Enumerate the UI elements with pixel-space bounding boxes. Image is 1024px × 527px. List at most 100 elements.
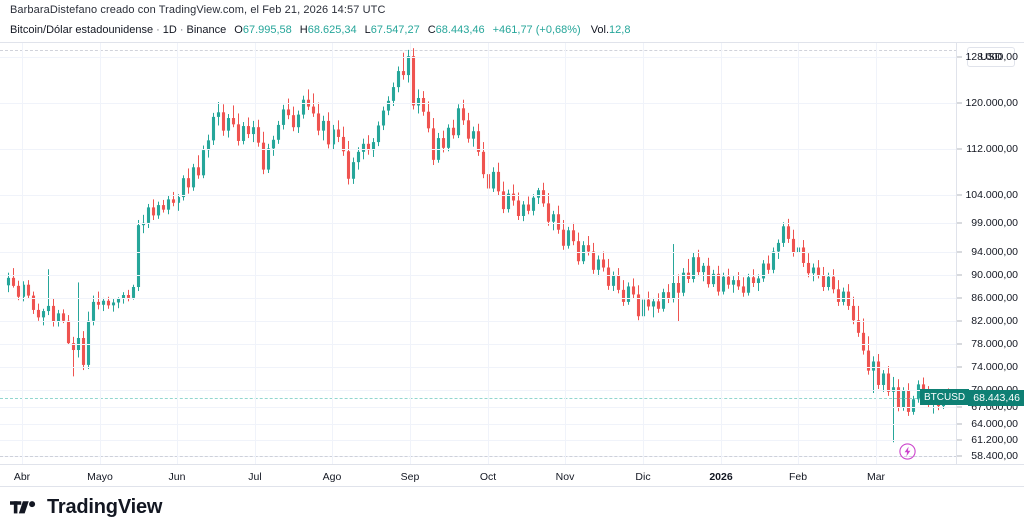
candle-body	[371, 142, 376, 151]
candle-body	[866, 350, 871, 371]
time-tick-label: Oct	[479, 471, 497, 483]
price-tick-mark	[957, 251, 962, 253]
gridline-horizontal	[0, 148, 956, 150]
price-tick-label: 128.000,00	[965, 51, 1018, 64]
candle-body	[786, 226, 791, 239]
candle-body	[456, 108, 461, 136]
chart-legend: Bitcoin/Dólar estadounidense · 1D · Bina…	[0, 20, 630, 40]
gridline-horizontal	[0, 320, 956, 322]
candle-body	[166, 199, 171, 210]
candle-body	[731, 280, 736, 285]
candle-body	[631, 286, 636, 295]
price-tick-mark	[957, 439, 962, 441]
candle-body	[676, 283, 681, 293]
candle-body	[611, 275, 616, 286]
lightning-bolt-icon[interactable]	[899, 443, 916, 460]
candle-body	[246, 126, 251, 135]
candle-body	[601, 259, 606, 268]
currency-badge: USD	[967, 47, 1016, 67]
candle-body	[491, 171, 496, 189]
candle-body	[791, 238, 796, 253]
price-tick-label: 78.000,00	[971, 337, 1018, 350]
gridline-horizontal	[0, 57, 956, 59]
legend-separator-2: ·	[179, 24, 184, 36]
candle-body	[301, 99, 306, 115]
candle-body	[26, 284, 31, 296]
tradingview-wordmark: TradingView	[47, 495, 163, 518]
candle-body	[546, 203, 551, 222]
gridline-vertical	[255, 43, 256, 464]
candle-body	[551, 214, 556, 222]
candle-body	[691, 257, 696, 279]
candle-body	[136, 225, 141, 288]
candle-body	[396, 71, 401, 88]
candle-body	[886, 373, 891, 392]
candle-body	[171, 199, 176, 203]
gridline-horizontal	[0, 389, 956, 391]
candle-wick	[313, 93, 314, 117]
candle-body	[841, 291, 846, 302]
price-tick-mark	[957, 320, 962, 322]
candle-body	[511, 193, 516, 201]
legend-change: +461,77 (+0,68%)	[492, 24, 581, 36]
candle-wick	[98, 291, 99, 310]
legend-close-value: 68.443,46	[435, 24, 485, 36]
candle-wick	[48, 269, 49, 316]
price-tick-label: 86.000,00	[971, 291, 1018, 304]
price-tick-mark	[957, 148, 962, 150]
candle-body	[861, 332, 866, 351]
tradingview-logo[interactable]: TradingView	[10, 496, 162, 519]
gridline-horizontal	[0, 103, 956, 105]
gridline-horizontal	[0, 297, 956, 299]
candle-body	[151, 207, 156, 216]
legend-symbol-name[interactable]: Bitcoin/Dólar estadounidense	[10, 24, 154, 36]
candle-body	[666, 292, 671, 300]
price-tick-mark	[957, 194, 962, 196]
candle-body	[296, 114, 301, 128]
candle-body	[66, 320, 71, 344]
candle-body	[756, 278, 761, 283]
candle-body	[596, 259, 601, 270]
candle-body	[881, 373, 886, 385]
candle-body	[256, 127, 261, 143]
candle-body	[741, 286, 746, 293]
price-tick-mark	[957, 56, 962, 58]
candle-body	[11, 277, 16, 286]
candle-body	[341, 136, 346, 152]
candle-body	[766, 263, 771, 270]
candle-body	[81, 337, 86, 365]
time-axis[interactable]: Abr Mayo Jun Jul Ago Sep Oct Nov Dic 2026 Feb Mar	[0, 464, 1024, 487]
candle-body	[241, 126, 246, 141]
price-tick-mark	[957, 423, 962, 425]
candle-body	[626, 286, 631, 302]
candle-body	[636, 294, 641, 317]
candle-body	[746, 277, 751, 293]
legend-exchange[interactable]: Binance	[186, 24, 227, 36]
candle-body	[406, 56, 411, 76]
candle-body	[831, 276, 836, 290]
chart-plot-area[interactable]	[0, 43, 957, 464]
legend-separator-1: ·	[156, 24, 160, 36]
candle-body	[31, 295, 36, 310]
candle-wick	[78, 282, 79, 358]
candle-body	[761, 263, 766, 279]
time-tick-label: Dic	[635, 471, 651, 483]
candle-body	[86, 320, 91, 365]
legend-low-label: L	[364, 24, 371, 36]
candle-body	[806, 262, 811, 274]
price-tick-label: 94.000,00	[971, 246, 1018, 259]
candle-body	[71, 343, 76, 351]
reference-line	[0, 455, 956, 457]
candle-body	[556, 214, 561, 230]
legend-interval[interactable]: 1D	[162, 24, 177, 36]
price-axis[interactable]: USD 128.000,00 120.000,00 112.000,00 104.00…	[957, 43, 1024, 464]
candle-body	[681, 272, 686, 293]
time-tick-label: Sep	[400, 471, 420, 483]
price-tick-label: 82.000,00	[971, 314, 1018, 327]
candle-body	[346, 151, 351, 179]
candle-body	[156, 205, 161, 216]
legend-open-value: 67.995,58	[242, 24, 292, 36]
candle-body	[461, 108, 466, 121]
gridline-horizontal	[0, 439, 956, 441]
